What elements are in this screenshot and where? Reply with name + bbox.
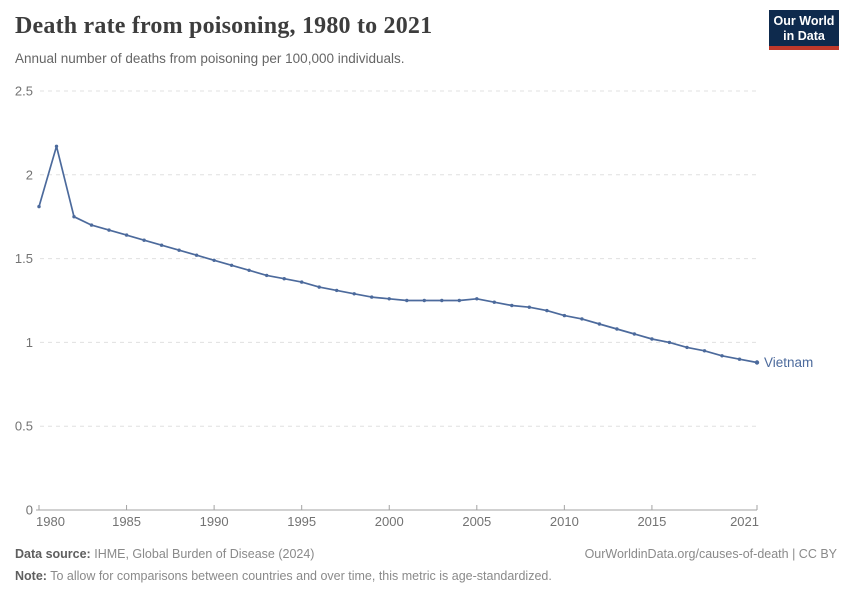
data-point[interactable]	[335, 288, 339, 293]
note-value: To allow for comparisons between countri…	[50, 569, 552, 583]
data-point[interactable]	[545, 308, 549, 313]
data-point[interactable]	[527, 305, 531, 309]
x-tick-label: 1980	[36, 514, 65, 529]
data-point[interactable]	[282, 277, 286, 281]
y-tick-label: 0	[26, 503, 33, 518]
data-point[interactable]	[387, 297, 391, 301]
owid-logo-line2: in Data	[783, 29, 825, 43]
y-tick-label: 0.5	[15, 419, 33, 434]
data-point[interactable]	[72, 215, 76, 219]
data-point[interactable]	[580, 317, 584, 321]
data-point[interactable]	[54, 144, 59, 148]
line-chart: 0 0.5 1 1.5 2 2.5 1980 1985 1990 1995 2000 2005 2010…	[15, 84, 813, 530]
data-point[interactable]	[89, 223, 94, 227]
data-point[interactable]	[615, 327, 619, 331]
x-tick-label: 2015	[637, 514, 666, 529]
data-point[interactable]	[405, 298, 409, 303]
x-tick-label: 2010	[550, 514, 579, 529]
data-point[interactable]	[457, 298, 461, 303]
data-point[interactable]	[632, 332, 637, 336]
data-point[interactable]	[194, 253, 199, 257]
x-tick-label: 2021	[730, 514, 759, 529]
x-tick-label: 1990	[200, 514, 229, 529]
chart-note: Note: To allow for comparisons between c…	[15, 568, 837, 584]
data-point[interactable]	[422, 298, 426, 303]
data-point[interactable]	[510, 303, 514, 308]
data-point[interactable]	[177, 248, 181, 252]
data-source: Data source: IHME, Global Burden of Dise…	[15, 546, 314, 562]
page-title: Death rate from poisoning, 1980 to 2021	[15, 13, 433, 39]
x-tick-label: 1995	[287, 514, 316, 529]
data-point[interactable]	[124, 233, 129, 237]
x-tick-label: 1985	[112, 514, 141, 529]
data-source-label: Data source:	[15, 547, 91, 561]
y-tick-label: 2	[26, 167, 33, 182]
owid-logo-line1: Our World	[773, 14, 835, 28]
y-tick-label: 1.5	[15, 251, 33, 266]
data-point[interactable]	[142, 238, 146, 242]
data-point[interactable]	[667, 340, 672, 345]
attribution-link[interactable]: OurWorldinData.org/causes-of-death | CC …	[584, 547, 837, 561]
x-tick-label: 2000	[375, 514, 404, 529]
y-tick-label: 1	[26, 335, 33, 350]
data-point[interactable]	[229, 263, 234, 267]
data-source-value: IHME, Global Burden of Disease (2024)	[94, 547, 315, 561]
data-point[interactable]	[650, 337, 654, 341]
data-point[interactable]	[37, 204, 41, 209]
data-point[interactable]	[702, 349, 707, 353]
series-line[interactable]	[38, 145, 758, 364]
data-point[interactable]	[159, 243, 164, 247]
data-point[interactable]	[247, 268, 251, 272]
data-point[interactable]	[737, 357, 742, 361]
data-point[interactable]	[370, 295, 374, 299]
data-point[interactable]	[597, 322, 602, 326]
data-point[interactable]	[492, 300, 496, 304]
data-point[interactable]	[720, 354, 724, 358]
owid-logo: Our World in Data	[769, 10, 839, 50]
data-point[interactable]	[317, 285, 321, 289]
data-point[interactable]	[212, 258, 216, 262]
data-point[interactable]	[685, 345, 689, 350]
note-label: Note:	[15, 569, 47, 583]
data-point[interactable]	[352, 292, 356, 296]
data-point[interactable]	[754, 360, 760, 365]
data-point[interactable]	[107, 228, 111, 232]
data-point[interactable]	[562, 313, 567, 318]
chart-footer: Data source: IHME, Global Burden of Dise…	[15, 546, 837, 584]
entity-label[interactable]: Vietnam	[764, 355, 813, 370]
data-point[interactable]	[475, 297, 479, 301]
x-tick-label: 2005	[462, 514, 491, 529]
y-tick-label: 2.5	[15, 84, 33, 99]
data-point[interactable]	[440, 298, 444, 303]
chart-subtitle: Annual number of deaths from poisoning p…	[15, 51, 405, 66]
data-point[interactable]	[265, 273, 269, 278]
data-point[interactable]	[300, 280, 304, 284]
